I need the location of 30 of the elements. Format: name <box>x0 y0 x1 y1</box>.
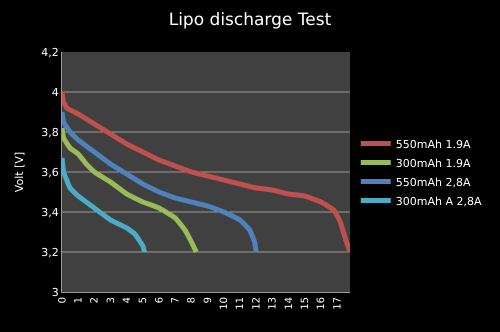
legend-label: 300mAh A 2,8A <box>396 194 482 208</box>
x-tick-label: 4 <box>122 297 133 304</box>
chart-title: Lipo discharge Test <box>168 10 332 30</box>
x-tick-label: 9 <box>202 297 214 304</box>
x-tick-label: 6 <box>154 297 166 304</box>
x-tick-label: 15 <box>300 297 311 310</box>
y-axis-title: Volt [V] <box>12 152 26 192</box>
y-tick-label: 3,8 <box>41 126 59 139</box>
x-tick-label: 1 <box>73 297 84 304</box>
x-tick-label: 14 <box>284 297 295 310</box>
y-tick-label: 4,2 <box>41 46 59 59</box>
x-tick-label: 12 <box>251 297 262 310</box>
x-tick-label: 0 <box>57 297 68 304</box>
x-tick-label: 17 <box>332 297 344 310</box>
x-tick-label: 3 <box>106 297 117 304</box>
y-tick-label: 3,4 <box>41 206 59 219</box>
x-tick-label: 13 <box>268 297 279 310</box>
x-tick-label: 7 <box>170 297 182 304</box>
x-tick-label: 5 <box>138 297 150 304</box>
legend-label: 550mAh 1.9A <box>396 138 471 151</box>
x-tick-label: 10 <box>219 297 230 310</box>
y-tick-label: 3,2 <box>41 246 59 259</box>
x-tick-label: 16 <box>316 297 328 310</box>
x-tick-label: 8 <box>186 297 198 304</box>
x-tick-label: 11 <box>235 297 246 310</box>
legend-label: 550mAh 2,8A <box>396 176 471 189</box>
y-tick-label: 4 <box>52 86 59 99</box>
y-tick-label: 3,6 <box>41 166 59 179</box>
legend-label: 300mAh 1.9A <box>396 156 471 170</box>
x-tick-label: 2 <box>90 297 101 304</box>
